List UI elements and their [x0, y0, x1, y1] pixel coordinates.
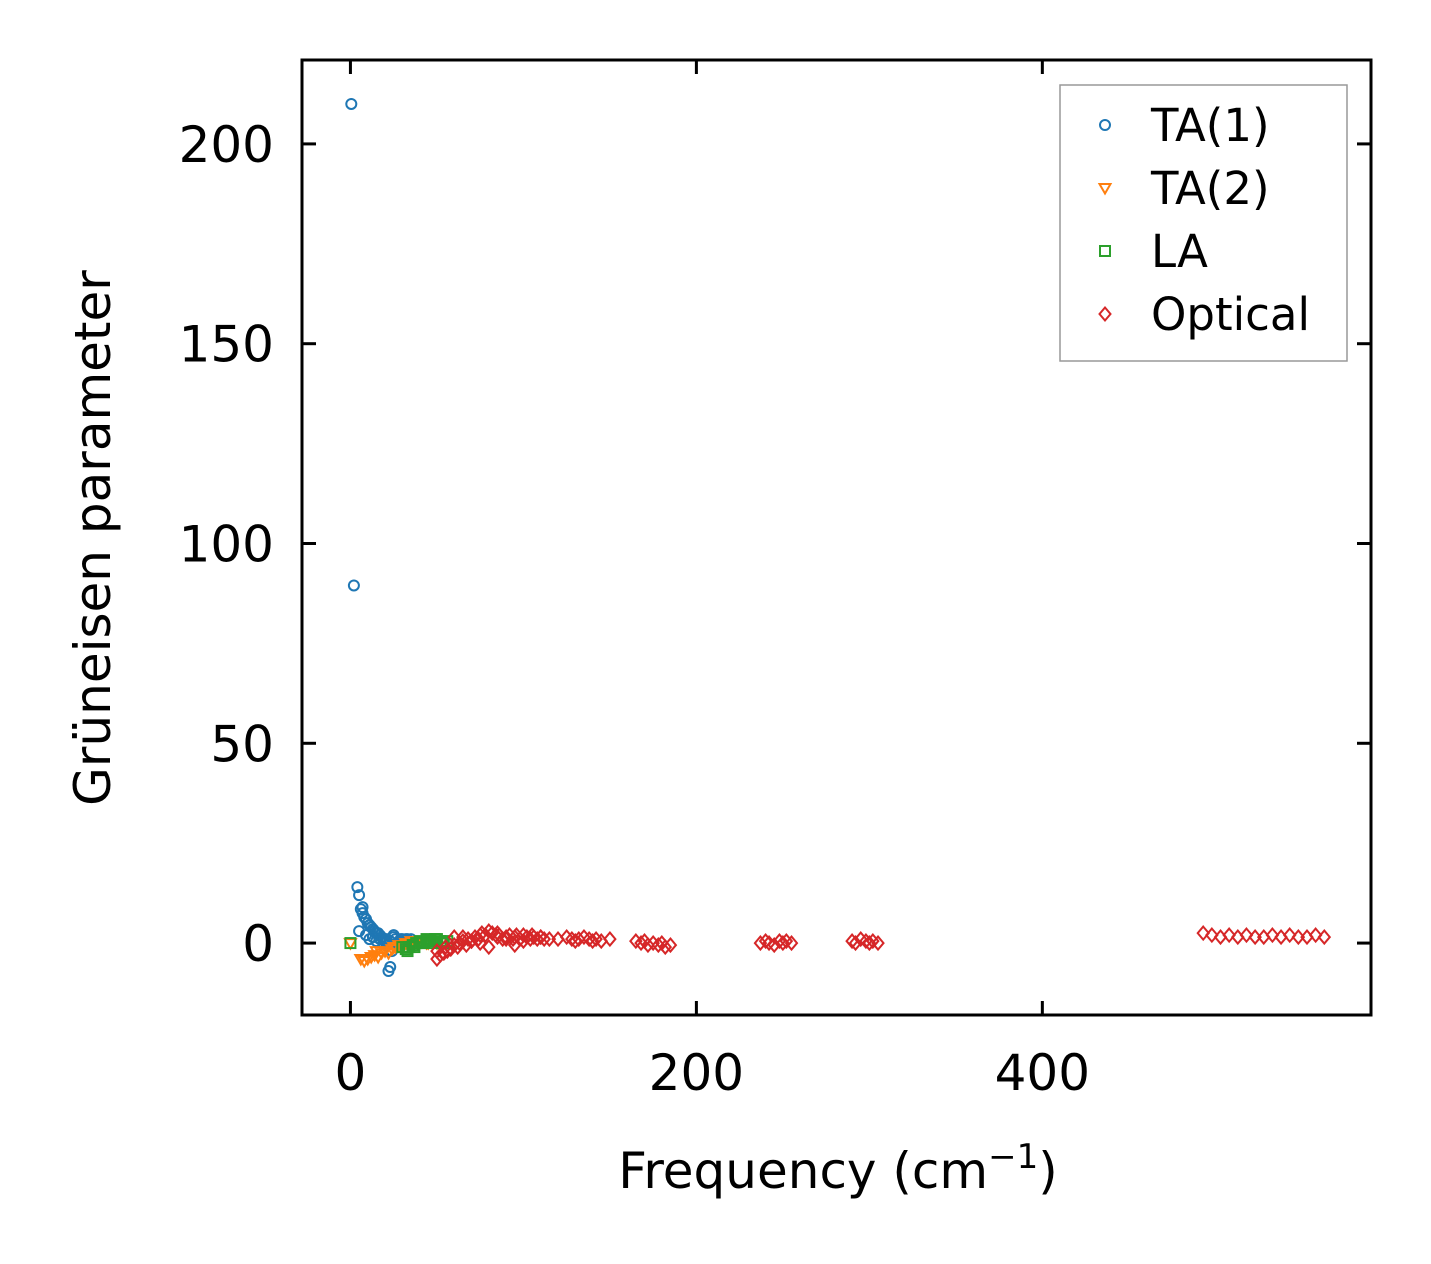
y-tick-label: 50: [210, 715, 274, 773]
y-tick-label: 200: [179, 116, 274, 174]
data-point: [533, 929, 548, 946]
data-marks: [343, 97, 1332, 978]
data-point: [871, 935, 885, 952]
data-point: [461, 931, 475, 948]
legend-label: TA(2): [1150, 162, 1270, 215]
data-point: [490, 925, 505, 942]
data-point: [344, 937, 357, 950]
data-point: [456, 929, 470, 946]
data-point: [356, 907, 369, 920]
x-tick-label: 0: [335, 1044, 367, 1102]
data-point: [482, 923, 496, 940]
data-point: [1222, 927, 1236, 944]
x-axis-label-suffix: ): [1038, 1142, 1058, 1200]
legend-label: Optical: [1151, 288, 1310, 341]
y-tick-label: 0: [242, 915, 274, 973]
data-point: [1308, 927, 1323, 944]
data-point: [429, 933, 442, 946]
data-point: [473, 935, 487, 952]
data-point: [848, 935, 863, 952]
data-point: [1317, 929, 1332, 946]
data-point: [1282, 927, 1297, 944]
series-0: [345, 97, 417, 978]
legend-label: TA(1): [1150, 99, 1270, 152]
plot-area-frame: [300, 58, 1373, 1017]
data-point: [776, 935, 790, 952]
data-point: [758, 933, 773, 950]
data-point: [585, 933, 600, 950]
y-axis-label: Grüneisen parameter: [64, 270, 122, 806]
data-point: [603, 931, 617, 948]
data-point: [345, 97, 358, 110]
x-axis-label-superscript: −1: [988, 1137, 1038, 1177]
data-point: [415, 937, 428, 950]
data-point: [753, 935, 768, 952]
data-point: [347, 579, 360, 592]
data-point: [784, 935, 799, 952]
x-axis-label: Frequency (cm−1): [618, 1137, 1058, 1200]
x-tick-label: 400: [995, 1044, 1090, 1102]
data-point: [384, 961, 397, 974]
data-point: [1205, 927, 1219, 944]
legend-marker: [1099, 119, 1111, 131]
legend-label: LA: [1151, 225, 1208, 278]
data-point: [408, 941, 421, 954]
data-point: [507, 937, 522, 954]
data-point: [1239, 927, 1254, 944]
data-point: [351, 881, 364, 894]
data-point: [430, 943, 444, 960]
series-3: [430, 923, 1332, 968]
x-tick-label: 200: [649, 1044, 744, 1102]
legend-marker: [1097, 183, 1113, 196]
data-point: [641, 937, 655, 954]
data-point: [1291, 929, 1306, 946]
data-point: [401, 945, 414, 958]
legend-marker: [1099, 245, 1111, 257]
data-point: [353, 925, 366, 938]
data-point: [499, 931, 513, 948]
data-point: [516, 933, 531, 950]
data-point: [551, 931, 565, 948]
data-point: [862, 935, 877, 952]
data-point: [422, 935, 435, 948]
data-point: [443, 941, 458, 958]
x-axis-label-main: Frequency (cm: [618, 1142, 988, 1200]
y-tick-label: 150: [179, 316, 274, 374]
legend-marker: [1098, 305, 1112, 323]
data-point: [353, 889, 366, 902]
y-tick-label: 100: [179, 515, 274, 573]
data-point: [571, 931, 586, 948]
data-point: [537, 931, 551, 948]
data-point: [1248, 929, 1262, 946]
data-point: [369, 946, 384, 959]
tick-labels: 0 200 400 0 50 100 150 200: [179, 116, 1090, 1102]
data-point: [353, 954, 369, 967]
data-point: [663, 937, 678, 954]
data-point: [658, 939, 673, 956]
data-point: [1196, 925, 1211, 942]
data-point: [516, 927, 531, 944]
data-point: [447, 929, 462, 946]
data-point: [1265, 927, 1280, 944]
legend: TA(1) TA(2) LA Optical: [1059, 84, 1348, 362]
axis-ticks: [302, 60, 1371, 1015]
legend-frame: [1059, 84, 1348, 362]
data-point: [377, 946, 393, 959]
